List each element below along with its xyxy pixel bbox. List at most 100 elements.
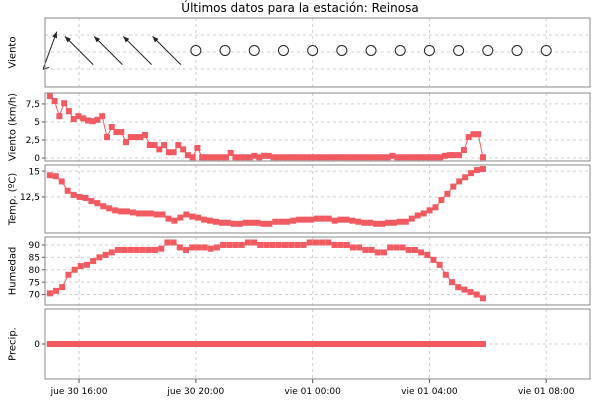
panel-4-point-40 [241,341,248,347]
panel-4-point-22 [153,341,160,347]
panel-1-point-12 [103,134,110,141]
calm-marker-8 [423,45,435,56]
panel-3-point-57 [399,244,406,251]
panel-3-point-64 [442,271,449,278]
panel-0-ylabel: Viento [8,37,19,69]
panel-3-point-68 [467,289,474,296]
panel-4-point-18 [134,341,141,347]
panel-3-point-33 [251,239,258,246]
panel-2-point-59 [396,218,403,225]
panel-2-point-12 [118,208,125,215]
panel-2-point-41 [290,217,297,224]
panel-3-ytick-label-0: 70 [29,291,41,301]
panel-4-ytick-label-0: 0 [34,340,40,350]
wind-arrow-4 [152,36,182,65]
panel-1-point-47 [270,154,277,161]
panel-3-point-46 [331,241,338,248]
wind-arrow-1 [64,36,94,65]
panel-3-point-42 [306,239,313,246]
panel-1-point-86 [456,152,463,159]
calm-marker-12 [540,45,552,56]
panel-4-point-59 [333,341,340,347]
panel-4-point-60 [338,341,345,347]
panel-4-point-78 [426,341,433,347]
panel-2-point-44 [307,216,314,223]
panel-3-point-25 [201,244,208,251]
panel-3-ytick-label-4: 90 [29,241,41,251]
panel-4-point-84 [455,341,462,347]
panel-1-point-48 [275,154,282,161]
panel-4-point-36 [222,341,229,347]
panel-4-point-73 [402,341,409,347]
panel-1-point-11 [99,113,106,120]
panel-1-point-70 [380,154,387,161]
panel-1-ytick-label-1: 2,5 [26,136,40,146]
panel-3-point-62 [430,256,437,263]
panel-1-point-91 [479,154,486,161]
panel-3-point-8 [96,254,103,261]
panel-2-point-8 [94,200,101,207]
wind-arrow-2 [93,36,123,65]
calm-marker-9 [453,45,465,56]
panel-3-point-58 [405,246,412,253]
panel-4-point-35 [217,341,224,347]
panel-2-point-52 [355,218,362,225]
panel-3-point-35 [263,241,270,248]
panel-4-point-74 [406,341,413,347]
panel-2-point-17 [147,210,154,217]
panel-1-point-83 [441,152,448,159]
panel-4-point-66 [368,341,375,347]
panel-4-point-69 [382,341,389,347]
panel-1-frame [44,92,591,162]
panel-2-point-58 [390,219,397,226]
panel-1-point-16 [123,139,130,146]
panel-1-ylabel: Viento (km/h) [8,93,19,161]
panel-2-point-73 [479,166,486,173]
panel-1-point-51 [289,154,296,161]
panel-1-point-9 [89,118,96,125]
panel-3-point-39 [288,241,295,248]
panel-2-point-50 [343,216,350,223]
panel-1-point-81 [432,154,439,161]
panel-3-point-29 [226,241,233,248]
panel-1-point-8 [84,117,91,124]
panel-4-point-75 [411,341,418,347]
panel-1-point-49 [280,154,287,161]
panel-3-point-34 [257,241,264,248]
panel-1-point-26 [170,149,177,156]
panel-4-point-68 [377,341,384,347]
panel-3-ytick-label-3: 85 [29,254,40,264]
panel-3-point-27 [213,244,220,251]
calm-marker-6 [365,45,377,56]
panel-2-point-66 [438,197,445,204]
panel-4-point-88 [475,341,482,347]
panel-2-point-69 [456,178,463,185]
panel-2-point-6 [82,194,89,201]
panel-3-point-48 [343,241,350,248]
panel-1-point-66 [360,154,367,161]
panel-1-point-25 [165,149,172,156]
panel-1-point-68 [370,154,377,161]
panel-3-point-21 [176,244,183,251]
panel-4-point-3 [61,341,68,347]
panel-1-point-15 [118,129,125,136]
panel-1-point-85 [451,152,458,159]
panel-1-point-60 [332,154,339,161]
panel-4-point-77 [421,341,428,347]
panel-1-point-46 [265,152,272,159]
panel-1-point-87 [460,147,467,154]
panel-3-point-20 [170,239,177,246]
panel-1-point-65 [356,154,363,161]
panel-1-point-33 [203,154,210,161]
panel-2-point-5 [76,193,83,200]
panel-3-point-52 [368,246,375,253]
panel-3-point-10 [108,249,115,256]
x-tick-label-1: jue 30 20:00 [166,387,224,397]
panel-3-point-65 [449,279,456,286]
panel-2-point-55 [373,220,380,227]
panel-2-frame [44,164,591,234]
panel-2-point-16 [141,210,148,217]
panel-1-point-71 [384,154,391,161]
panel-1-point-75 [403,154,410,161]
panel-3-point-7 [90,258,97,265]
